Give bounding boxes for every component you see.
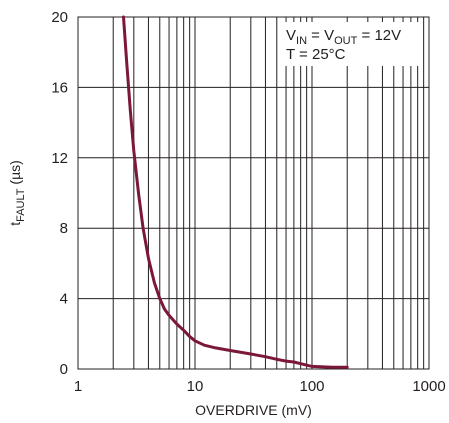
y-tick-label: 4 [60,291,68,308]
y-tick-label: 12 [51,150,68,167]
series-line [122,15,349,369]
plot-frame [77,16,430,370]
annotation-temperature: T = 25°C [286,46,346,63]
y-tick-label: 16 [51,79,68,96]
x-tick-label: 1 [74,378,82,395]
data-series [122,15,349,369]
x-axis-label: OVERDRIVE (mV) [195,402,312,418]
y-tick-label: 20 [51,9,68,26]
x-tick-label: 100 [299,378,324,395]
x-tick-label: 10 [187,378,204,395]
tick-labels: 1 10 100 1000 0 4 8 12 16 20 [51,9,445,395]
y-axis-label: tFAULT (µs) [7,160,27,226]
y-tick-label: 0 [60,361,68,378]
grid [78,17,429,369]
y-tick-label: 8 [60,220,68,237]
annotation-background [283,22,423,66]
annotation-supply-voltage: VIN = VOUT = 12V [286,27,401,47]
x-tick-label: 1000 [412,378,445,395]
